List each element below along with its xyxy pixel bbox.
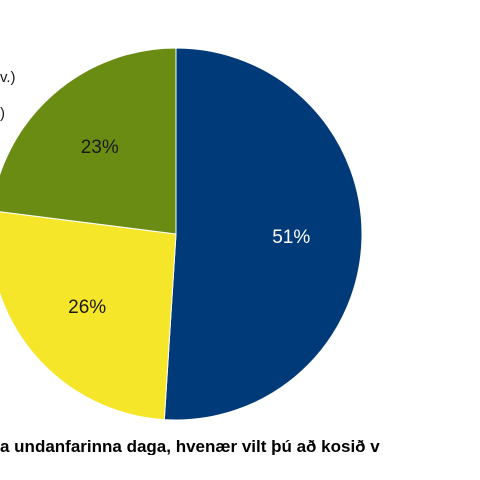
pie-data-label-1: 51% [272, 227, 310, 248]
pie-data-label-3: 23% [81, 137, 119, 158]
pie-slices [0, 47, 363, 421]
pie-slice-3 [0, 47, 177, 235]
pie-data-label-2: 26% [68, 297, 106, 318]
legend-fragment-2: ) [0, 105, 5, 122]
pie-slice-2 [0, 211, 177, 421]
pie-data-labels: 51% 26% 23% [68, 137, 310, 318]
survey-question-caption: a undanfarinna daga, hvenær vilt þú að k… [0, 438, 380, 455]
pie-slice-1 [163, 47, 363, 421]
legend-fragment-1: v.) [0, 69, 16, 86]
